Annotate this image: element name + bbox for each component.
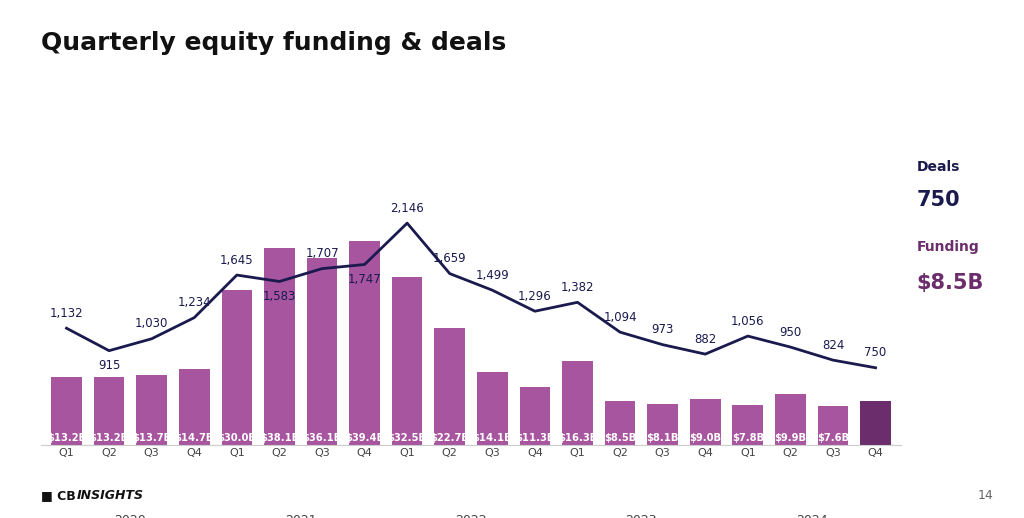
Bar — [392, 277, 423, 445]
Bar — [477, 372, 508, 445]
Text: $8.5B: $8.5B — [916, 272, 984, 293]
Text: 973: 973 — [651, 323, 674, 336]
Bar — [94, 377, 125, 445]
Bar — [221, 290, 252, 445]
Bar — [519, 387, 550, 445]
Text: 750: 750 — [916, 190, 961, 210]
Bar — [562, 361, 593, 445]
Bar — [434, 328, 465, 445]
Text: $11.3B: $11.3B — [515, 433, 555, 443]
Bar — [817, 406, 848, 445]
Text: ■ CB: ■ CB — [41, 490, 76, 502]
Text: $36.1B: $36.1B — [302, 433, 342, 443]
Bar — [179, 369, 210, 445]
Bar — [136, 375, 167, 445]
Text: 882: 882 — [694, 333, 717, 346]
Text: 915: 915 — [98, 359, 120, 372]
Text: 2020: 2020 — [115, 514, 146, 518]
Text: $8.5B: $8.5B — [604, 433, 636, 443]
Text: $14.1B: $14.1B — [472, 433, 512, 443]
Text: $32.5B: $32.5B — [388, 433, 427, 443]
Bar — [306, 258, 337, 445]
Bar — [690, 399, 721, 445]
Bar — [349, 241, 380, 445]
Text: $16.3B: $16.3B — [558, 433, 597, 443]
Text: 1,499: 1,499 — [475, 269, 509, 282]
Text: Quarterly equity funding & deals: Quarterly equity funding & deals — [41, 31, 506, 55]
Bar — [732, 405, 763, 445]
Text: 1,056: 1,056 — [731, 315, 765, 328]
Text: 14: 14 — [978, 490, 993, 502]
Text: $9.9B: $9.9B — [774, 433, 807, 443]
Text: $7.6B: $7.6B — [817, 433, 849, 443]
Text: $13.7B: $13.7B — [132, 433, 171, 443]
Text: 1,094: 1,094 — [603, 311, 637, 324]
Text: 1,645: 1,645 — [220, 254, 254, 267]
Text: 1,030: 1,030 — [135, 318, 168, 330]
Text: Deals: Deals — [916, 160, 959, 174]
Text: $13.2B: $13.2B — [89, 433, 129, 443]
Text: 1,707: 1,707 — [305, 248, 339, 261]
Bar — [775, 394, 806, 445]
Text: $22.7B: $22.7B — [430, 433, 469, 443]
Text: Funding: Funding — [916, 240, 979, 254]
Text: INSIGHTS: INSIGHTS — [77, 490, 143, 502]
Bar — [860, 401, 891, 445]
Text: 950: 950 — [779, 326, 802, 339]
Text: $30.0B: $30.0B — [217, 433, 256, 443]
Text: $14.7B: $14.7B — [174, 433, 214, 443]
Text: 1,583: 1,583 — [263, 290, 296, 303]
Text: $13.2B: $13.2B — [47, 433, 86, 443]
Bar — [647, 404, 678, 445]
Text: $9.0B: $9.0B — [689, 433, 721, 443]
Bar — [51, 377, 82, 445]
Text: 2022: 2022 — [456, 514, 486, 518]
Bar — [605, 401, 636, 445]
Text: 2021: 2021 — [285, 514, 316, 518]
Text: 1,659: 1,659 — [433, 252, 467, 265]
Text: 1,296: 1,296 — [518, 290, 552, 303]
Text: 1,132: 1,132 — [50, 307, 83, 320]
Text: 2023: 2023 — [626, 514, 657, 518]
Text: $38.1B: $38.1B — [260, 433, 299, 443]
Text: $8.1B: $8.1B — [646, 433, 679, 443]
Text: 1,747: 1,747 — [348, 273, 382, 286]
Text: 1,234: 1,234 — [177, 296, 211, 309]
Text: 2024: 2024 — [796, 514, 827, 518]
Text: 824: 824 — [822, 339, 844, 352]
Bar — [264, 248, 295, 445]
Text: 750: 750 — [864, 347, 887, 359]
Text: $7.8B: $7.8B — [732, 433, 764, 443]
Text: $39.4B: $39.4B — [345, 433, 384, 443]
Text: 1,382: 1,382 — [561, 281, 594, 294]
Text: 2,146: 2,146 — [390, 202, 424, 215]
